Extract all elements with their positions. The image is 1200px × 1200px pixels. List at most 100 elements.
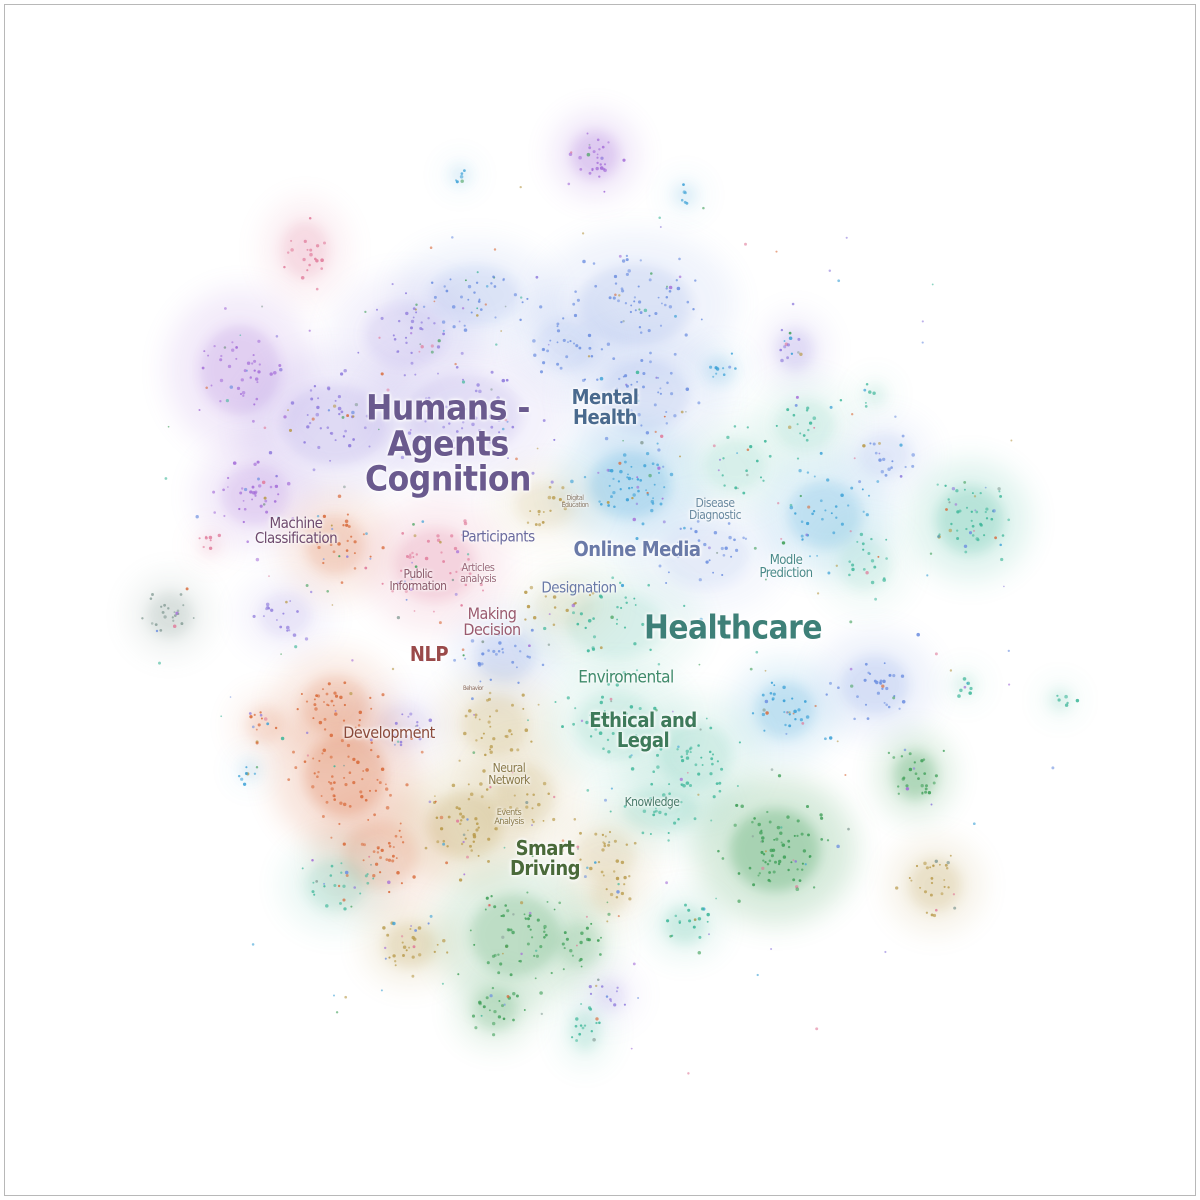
- document-point: [501, 651, 505, 654]
- document-point: [528, 655, 531, 659]
- document-point: [563, 506, 567, 511]
- document-point: [716, 551, 719, 554]
- document-point: [251, 419, 255, 423]
- document-point: [711, 762, 714, 766]
- document-point: [799, 352, 803, 357]
- document-point: [643, 464, 647, 468]
- document-point: [322, 561, 325, 565]
- label-events-analysis[interactable]: Events Analysis: [494, 808, 524, 827]
- document-point: [346, 555, 349, 558]
- label-humans-agents-cognition[interactable]: Humans - Agents Cognition: [365, 388, 531, 500]
- document-point: [595, 1021, 598, 1025]
- document-point: [303, 239, 307, 243]
- document-point: [459, 812, 463, 816]
- document-point: [614, 282, 618, 285]
- document-point: [638, 300, 642, 304]
- document-point: [459, 822, 462, 826]
- cluster-core: [936, 486, 1004, 554]
- document-point: [835, 516, 838, 519]
- label-neural-network[interactable]: Neural Network: [488, 761, 530, 787]
- document-point: [461, 307, 465, 310]
- label-behavior[interactable]: Behavior: [463, 685, 483, 692]
- document-point: [665, 287, 668, 290]
- document-point: [603, 163, 607, 166]
- document-point: [475, 281, 479, 284]
- document-point: [220, 354, 223, 358]
- label-making-decision[interactable]: Making Decision: [463, 604, 521, 639]
- document-point: [488, 806, 491, 809]
- document-point: [559, 366, 563, 370]
- document-point: [655, 809, 658, 813]
- label-machine-classification[interactable]: Machine Classification: [254, 514, 338, 547]
- document-point: [642, 371, 646, 376]
- document-point: [925, 866, 929, 870]
- document-point: [480, 736, 483, 740]
- outlier-point: [333, 994, 335, 997]
- document-point: [837, 686, 840, 690]
- document-point: [453, 446, 456, 449]
- document-point: [498, 1000, 501, 1002]
- label-disease-diagnostic[interactable]: Disease Diagnostic: [688, 496, 742, 522]
- document-point: [685, 201, 689, 205]
- document-point: [745, 469, 748, 473]
- document-point: [478, 389, 482, 394]
- document-point: [590, 922, 593, 925]
- document-point: [603, 168, 607, 173]
- document-point: [202, 545, 205, 549]
- label-participants[interactable]: Participants: [461, 527, 535, 546]
- label-enviromental[interactable]: Enviromental: [578, 667, 674, 688]
- label-online-media[interactable]: Online Media: [573, 537, 701, 561]
- document-point: [342, 524, 345, 527]
- cluster-core: [515, 482, 575, 528]
- document-point: [370, 748, 373, 752]
- document-point: [778, 859, 782, 864]
- document-point: [624, 374, 628, 378]
- label-digital-education[interactable]: Digital Education: [561, 494, 589, 509]
- document-point: [751, 712, 755, 715]
- label-healthcare[interactable]: Healthcare: [644, 607, 822, 647]
- document-point: [481, 434, 485, 437]
- document-point: [311, 859, 314, 862]
- document-point: [730, 352, 734, 355]
- document-point: [306, 248, 309, 251]
- label-development[interactable]: Development: [343, 723, 435, 742]
- document-point: [775, 424, 778, 427]
- document-point: [585, 926, 589, 930]
- document-point: [697, 401, 701, 405]
- document-point: [493, 1009, 497, 1014]
- document-point: [462, 833, 466, 837]
- document-point: [897, 792, 900, 795]
- label-mental-health[interactable]: Mental Health: [571, 385, 639, 429]
- document-point: [424, 397, 428, 400]
- cluster-density-map[interactable]: [5, 5, 1195, 1195]
- label-ethical-and-legal[interactable]: Ethical and Legal: [589, 708, 697, 752]
- document-point: [802, 849, 807, 853]
- outlier-point: [429, 246, 433, 249]
- document-point: [639, 479, 643, 482]
- label-nlp[interactable]: NLP: [409, 642, 449, 666]
- document-point: [867, 671, 870, 675]
- label-designation[interactable]: Designation: [541, 578, 617, 597]
- label-modle-prediction[interactable]: Modle Prediction: [759, 553, 813, 581]
- document-point: [679, 527, 682, 530]
- document-point: [803, 700, 807, 703]
- document-point: [485, 896, 489, 900]
- document-point: [717, 849, 720, 853]
- document-point: [352, 415, 355, 418]
- document-point: [1056, 694, 1059, 697]
- document-point: [660, 434, 664, 438]
- document-point: [416, 721, 419, 724]
- outlier-point: [453, 658, 457, 662]
- document-point: [638, 326, 642, 329]
- label-public-information[interactable]: Public Information: [389, 567, 447, 593]
- label-smart-driving[interactable]: Smart Driving: [509, 836, 581, 880]
- document-point: [463, 328, 468, 332]
- document-point: [656, 463, 659, 467]
- document-point: [274, 726, 278, 730]
- label-knowledge[interactable]: Knowledge: [624, 795, 680, 809]
- document-point: [403, 580, 407, 583]
- label-articles-analysis[interactable]: Articles analysis: [459, 561, 497, 585]
- document-point: [442, 425, 446, 429]
- document-point: [492, 737, 496, 741]
- document-point: [971, 492, 974, 495]
